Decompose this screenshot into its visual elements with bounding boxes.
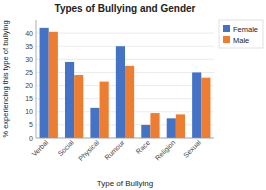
x-tick-label: Physical xyxy=(77,138,101,162)
legend-swatch xyxy=(223,25,230,32)
x-tick-label: Rumour xyxy=(103,138,126,161)
bar xyxy=(40,28,49,138)
grid-line xyxy=(36,138,214,139)
bar xyxy=(74,75,83,138)
y-tick-label: 25 xyxy=(25,69,33,76)
x-axis-line xyxy=(36,138,214,139)
y-tick-label: 40 xyxy=(25,30,33,37)
y-tick-label: 30 xyxy=(25,56,33,63)
y-tick-label: 5 xyxy=(29,121,33,128)
bar xyxy=(176,114,185,138)
chart-svg: Types of Bullying and Gender 0 5 10 15 20 25 30… xyxy=(0,0,266,190)
y-tick-label: 0 xyxy=(29,135,33,142)
y-tick-label: 15 xyxy=(25,95,33,102)
x-tick-labels: Verbal SocialPhysicalRumour RaceReligionSe… xyxy=(30,138,202,163)
x-tick-label: Verbal xyxy=(30,138,49,157)
bar xyxy=(150,113,159,138)
bar xyxy=(167,118,176,138)
legend-label: Female xyxy=(233,25,258,34)
x-tick-label: Sexual xyxy=(182,138,202,158)
x-tick-label: Social xyxy=(56,138,75,157)
bar xyxy=(125,66,134,138)
bar xyxy=(65,62,74,138)
x-tick-label: Religion xyxy=(154,139,178,163)
y-tick-label: 10 xyxy=(25,108,33,115)
legend: Female Male xyxy=(219,20,263,48)
y-axis-label: % experiencing this type of bullying xyxy=(1,20,10,137)
bar xyxy=(141,125,150,138)
legend-label: Male xyxy=(233,36,249,45)
y-tick-label: 20 xyxy=(25,82,33,89)
bar xyxy=(201,78,210,138)
y-axis-line xyxy=(36,20,37,138)
y-tick-label: 35 xyxy=(25,43,33,50)
chart-container: Types of Bullying and Gender 0 5 10 15 20 25 30… xyxy=(0,0,266,190)
bar xyxy=(116,46,125,138)
bar xyxy=(100,82,109,138)
bars xyxy=(40,28,211,138)
grid xyxy=(36,33,214,138)
bar xyxy=(49,32,58,138)
legend-swatch xyxy=(223,36,230,43)
x-tick-label: Race xyxy=(135,139,152,156)
chart-title: Types of Bullying and Gender xyxy=(55,3,196,14)
bar xyxy=(192,72,201,138)
grid-line xyxy=(36,33,214,34)
legend-box xyxy=(219,20,263,48)
y-tick-labels: 0 5 10 15 20 25 30 35 40 xyxy=(25,30,33,142)
x-axis-label: Type of Bullying xyxy=(97,179,153,188)
bar xyxy=(90,108,99,138)
